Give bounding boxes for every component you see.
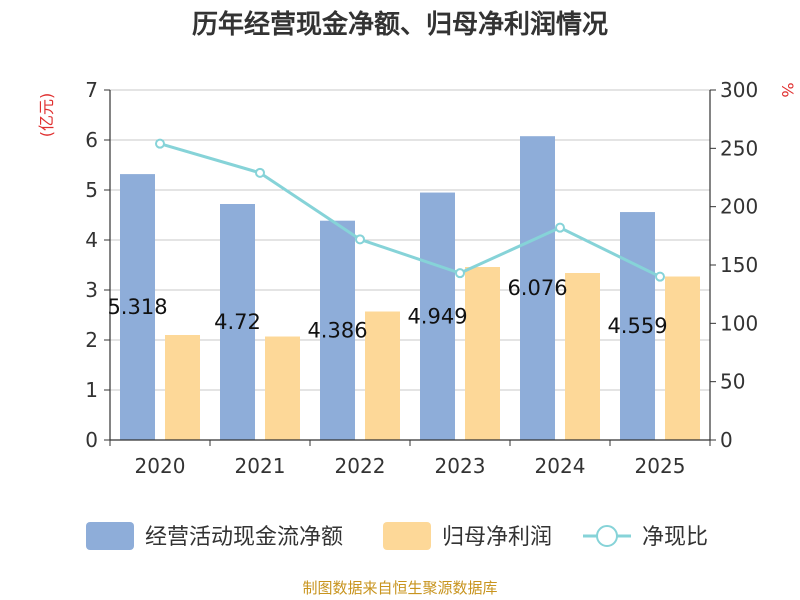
right-tick-label: 150 xyxy=(720,253,758,277)
ratio-point xyxy=(455,268,465,279)
net-profit-bar xyxy=(265,336,300,440)
x-tick-label: 2022 xyxy=(335,454,386,478)
chart-title: 历年经营现金净额、归母净利润情况 xyxy=(192,9,608,40)
left-axis-unit: (亿元) xyxy=(37,93,56,138)
cashflow-bar xyxy=(420,192,455,440)
cashflow-bar xyxy=(120,174,155,440)
x-tick-label: 2023 xyxy=(435,454,486,478)
right-axis-unit: % xyxy=(778,82,797,97)
legend-swatch-net-profit xyxy=(383,522,431,550)
cashflow-value-label: 4.386 xyxy=(307,318,367,342)
cashflow-value-label: 5.318 xyxy=(107,295,167,319)
cashflow-value-label: 4.72 xyxy=(214,310,261,334)
cashflow-bar xyxy=(320,220,355,440)
bars xyxy=(120,136,700,440)
net-profit-bar xyxy=(665,276,700,440)
ratio-point xyxy=(255,167,265,178)
axes: 0 1 2 3 4 5 6 7 0 50 100 150 200 250 300 2020 2021 2022 20… xyxy=(85,78,758,478)
left-tick-label: 3 xyxy=(85,278,98,302)
left-tick-label: 7 xyxy=(85,78,98,102)
left-tick-label: 6 xyxy=(85,128,98,152)
legend-label-cashflow: 经营活动现金流净额 xyxy=(145,525,343,550)
cashflow-bar xyxy=(520,136,555,440)
ratio-point xyxy=(655,271,665,282)
ratio-line-path xyxy=(159,142,661,279)
right-tick-label: 200 xyxy=(720,195,758,219)
right-tick-label: 50 xyxy=(720,370,745,394)
cashflow-bar xyxy=(220,204,255,440)
legend: 经营活动现金流净额 归母净利润 净现比 xyxy=(86,522,708,550)
legend-marker-ratio xyxy=(596,525,618,547)
ratio-point xyxy=(555,222,565,233)
cashflow-value-label: 4.559 xyxy=(607,314,667,338)
left-tick-label: 0 xyxy=(85,428,98,452)
right-tick-label: 250 xyxy=(720,136,758,160)
grid xyxy=(110,89,710,391)
x-tick-label: 2025 xyxy=(635,454,686,478)
right-tick-label: 300 xyxy=(720,78,758,102)
x-tick-label: 2021 xyxy=(235,454,286,478)
cashflow-bar xyxy=(620,212,655,440)
legend-swatch-cashflow xyxy=(86,522,134,550)
ratio-line xyxy=(155,138,665,282)
ratio-point xyxy=(155,138,165,149)
cashflow-value-label: 6.076 xyxy=(507,276,567,300)
left-tick-label: 1 xyxy=(85,378,98,402)
net-profit-bar xyxy=(165,335,200,440)
right-tick-label: 0 xyxy=(720,428,733,452)
net-profit-bar xyxy=(465,267,500,440)
x-tick-label: 2020 xyxy=(135,454,186,478)
right-tick-label: 100 xyxy=(720,311,758,335)
left-tick-label: 5 xyxy=(85,178,98,202)
net-profit-bar xyxy=(365,311,400,440)
cashflow-value-label: 4.949 xyxy=(407,304,467,328)
net-profit-bar xyxy=(565,273,600,440)
bar-labels: 5.318 4.72 4.386 4.949 6.076 4.559 xyxy=(107,276,667,342)
x-tick-label: 2024 xyxy=(535,454,586,478)
left-tick-label: 2 xyxy=(85,328,98,352)
legend-label-ratio: 净现比 xyxy=(642,525,708,550)
ratio-point xyxy=(355,234,365,245)
legend-label-net-profit: 归母净利润 xyxy=(442,525,552,550)
left-tick-label: 4 xyxy=(85,228,98,252)
source-note: 制图数据来自恒生聚源数据库 xyxy=(302,579,497,597)
